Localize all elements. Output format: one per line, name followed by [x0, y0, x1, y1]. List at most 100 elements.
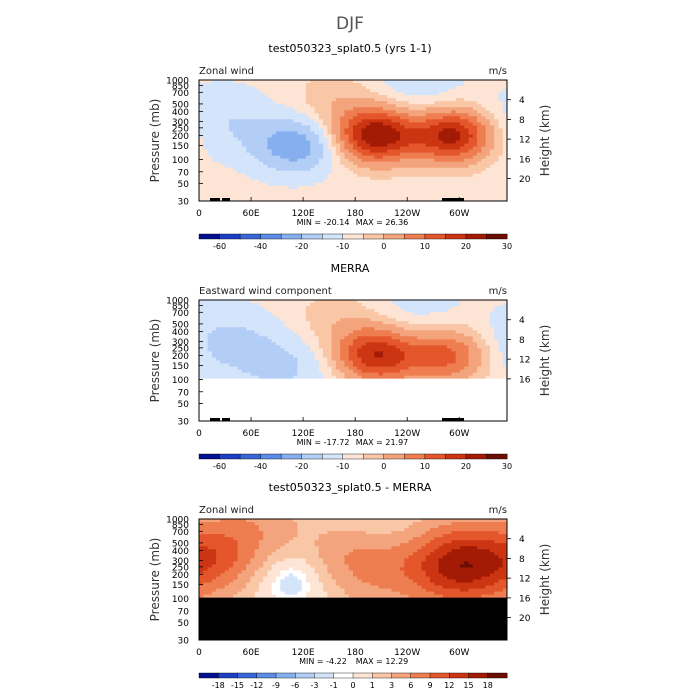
heatmap-cell: [258, 363, 264, 367]
heatmap-cell: [233, 113, 238, 117]
heatmap-cell: [502, 176, 508, 181]
heatmap-cell: [447, 176, 452, 181]
heatmap-cell: [412, 185, 418, 190]
heatmap-cell: [477, 107, 482, 111]
heatmap-cell: [293, 104, 298, 108]
heatmap-cell: [241, 348, 247, 352]
heatmap-cell: [314, 345, 320, 349]
heatmap-cell: [498, 309, 504, 313]
heatmap-cell: [365, 345, 371, 349]
heatmap-cell: [455, 125, 461, 129]
heatmap-cell: [348, 146, 354, 150]
heatmap-cell: [237, 354, 243, 358]
heatmap-cell: [203, 146, 208, 150]
heatmap-cell: [276, 300, 281, 304]
heatmap-cell: [365, 86, 371, 90]
heatmap-cell: [216, 185, 221, 190]
heatmap-cell: [228, 342, 234, 346]
heatmap-cell: [459, 372, 465, 377]
heatmap-cell: [348, 122, 354, 126]
heatmap-cell: [203, 318, 208, 322]
heatmap-cell: [199, 324, 204, 328]
heatmap-cell: [400, 381, 405, 386]
heatmap-cell: [220, 348, 226, 352]
heatmap-cell: [323, 306, 328, 310]
heatmap-cell: [318, 300, 324, 304]
heatmap-cell: [477, 80, 482, 84]
heatmap-cell: [447, 363, 452, 367]
heatmap-cell: [344, 173, 350, 178]
heatmap-cell: [400, 167, 405, 172]
heatmap-cell: [498, 348, 504, 352]
heatmap-cell: [365, 185, 371, 190]
heatmap-cell: [477, 110, 482, 114]
heatmap-cell: [361, 357, 367, 361]
heatmap-cell: [481, 152, 487, 157]
heatmap-cell: [404, 92, 410, 96]
heatmap-cell: [241, 185, 247, 190]
heatmap-cell: [335, 173, 341, 178]
heatmap-cell: [489, 375, 495, 380]
heatmap-cell: [254, 312, 260, 316]
heatmap-cell: [481, 149, 487, 153]
heatmap-cell: [340, 110, 345, 114]
heatmap-cell: [246, 83, 251, 87]
heatmap-cell: [438, 170, 444, 175]
heatmap-cell: [378, 357, 384, 361]
heatmap-cell: [391, 339, 397, 343]
heatmap-cell: [442, 381, 448, 386]
heatmap-cell: [408, 306, 414, 310]
heatmap-cell: [241, 134, 247, 138]
heatmap-cell: [425, 366, 431, 370]
heatmap-cell: [417, 131, 422, 135]
heatmap-cell: [357, 137, 362, 141]
heatmap-cell: [310, 119, 315, 123]
heatmap-cell: [305, 179, 311, 184]
heatmap-cell: [447, 381, 452, 386]
heatmap-cell: [421, 80, 427, 84]
heatmap-cell: [374, 324, 380, 328]
heatmap-cell: [374, 173, 380, 178]
heatmap-cell: [387, 339, 392, 343]
heatmap-cell: [250, 303, 256, 307]
heatmap-cell: [498, 80, 504, 84]
heatmap-cell: [378, 351, 384, 355]
heatmap-cell: [357, 306, 362, 310]
heatmap-cell: [297, 164, 303, 169]
heatmap-cell: [494, 140, 499, 144]
heatmap-cell: [297, 345, 303, 349]
heatmap-cell: [417, 164, 422, 169]
heatmap-cell: [353, 149, 358, 153]
heatmap-cell: [400, 92, 405, 96]
heatmap-cell: [353, 336, 358, 340]
heatmap-cell: [216, 303, 221, 307]
heatmap-cell: [353, 378, 358, 383]
heatmap-cell: [468, 167, 474, 172]
heatmap-cell: [370, 143, 375, 147]
heatmap-cell: [438, 336, 444, 340]
heatmap-cell: [481, 89, 487, 93]
heatmap-cell: [228, 122, 234, 126]
heatmap-cell: [263, 122, 268, 126]
heatmap-cell: [502, 134, 508, 138]
heatmap-cell: [408, 86, 414, 90]
colorbar-label: 0: [381, 242, 386, 251]
heatmap-cell: [391, 149, 397, 153]
heatmap-cell: [361, 140, 367, 144]
heatmap-cell: [280, 149, 285, 153]
heatmap-cell: [211, 384, 217, 389]
heatmap-cell: [468, 176, 474, 181]
heatmap-cell: [434, 95, 439, 99]
heatmap-cell: [241, 83, 247, 87]
heatmap-cell: [318, 339, 324, 343]
heatmap-cell: [327, 333, 333, 337]
heatmap-cell: [434, 333, 439, 337]
heatmap-cell: [391, 348, 397, 352]
heatmap-cell: [263, 315, 268, 319]
heatmap-cell: [357, 372, 362, 377]
heatmap-cell: [425, 125, 431, 129]
heatmap-cell: [340, 330, 345, 334]
heatmap-cell: [284, 143, 290, 147]
heatmap-cell: [284, 104, 290, 108]
heatmap-cell: [284, 131, 290, 135]
